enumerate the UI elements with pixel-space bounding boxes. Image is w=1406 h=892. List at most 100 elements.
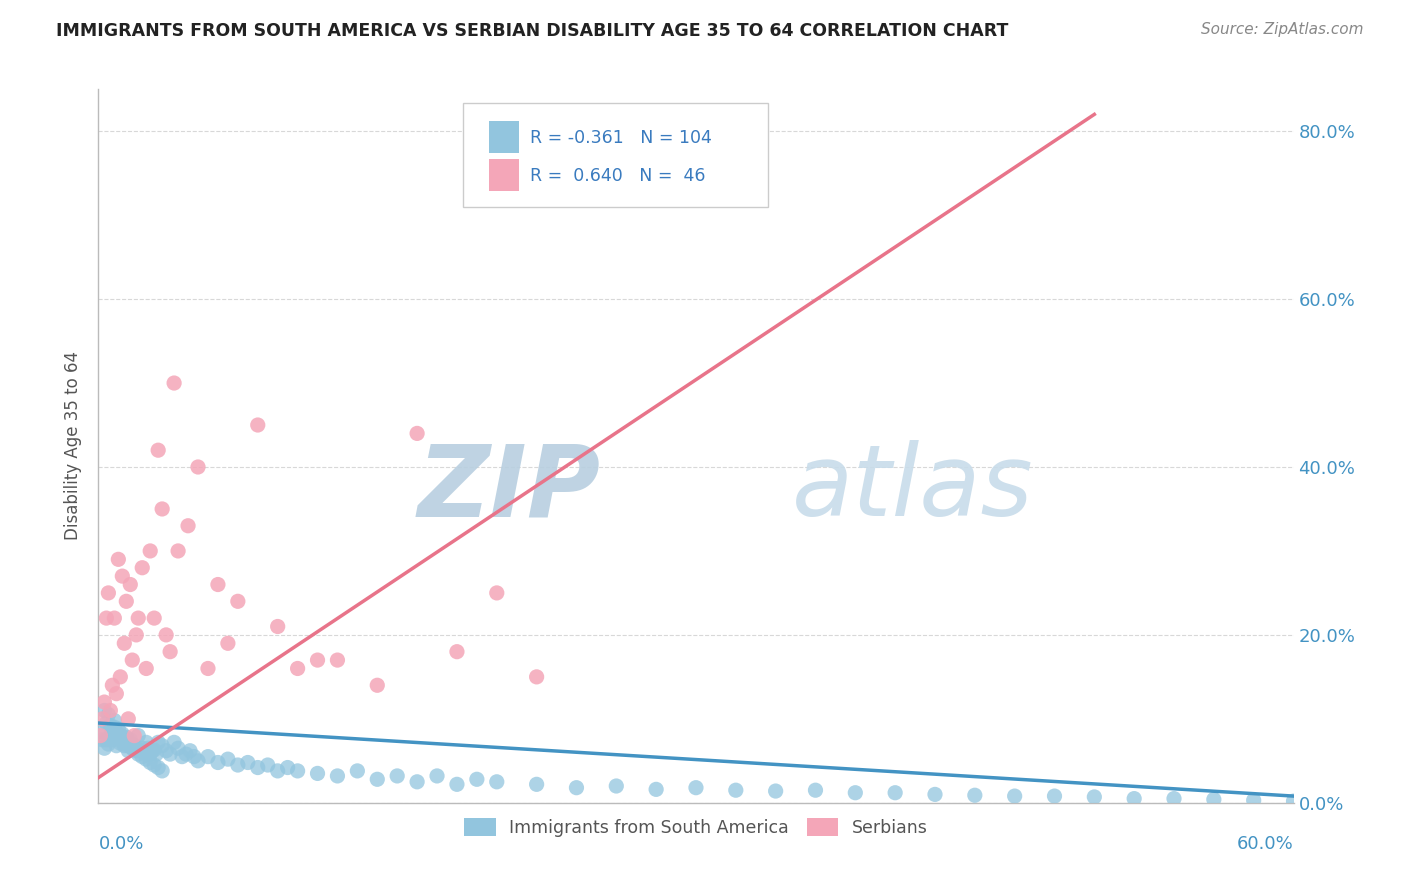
Point bbox=[101, 732, 124, 747]
Point bbox=[167, 544, 190, 558]
Point bbox=[131, 560, 153, 574]
Point bbox=[724, 783, 747, 797]
Point bbox=[115, 594, 138, 608]
Point bbox=[120, 736, 142, 750]
Point bbox=[111, 569, 134, 583]
Point bbox=[226, 758, 249, 772]
Point bbox=[246, 417, 269, 432]
Point bbox=[127, 729, 149, 743]
Point bbox=[183, 749, 205, 764]
Point bbox=[267, 619, 290, 633]
Point bbox=[107, 727, 129, 741]
Point bbox=[124, 739, 146, 753]
Point bbox=[97, 737, 120, 751]
Point bbox=[107, 722, 129, 736]
Point bbox=[98, 703, 122, 717]
Point bbox=[446, 645, 468, 659]
Point bbox=[155, 744, 177, 758]
Point bbox=[131, 749, 153, 764]
Point bbox=[103, 611, 125, 625]
Point bbox=[197, 661, 219, 675]
Point bbox=[89, 729, 111, 743]
Point bbox=[1123, 791, 1146, 805]
Point bbox=[150, 502, 173, 516]
Point bbox=[143, 743, 166, 757]
Point bbox=[207, 756, 229, 770]
Text: 60.0%: 60.0% bbox=[1237, 835, 1294, 853]
Point bbox=[446, 777, 468, 791]
Point bbox=[155, 628, 177, 642]
Point bbox=[110, 736, 132, 750]
FancyBboxPatch shape bbox=[489, 159, 519, 191]
Text: IMMIGRANTS FROM SOUTH AMERICA VS SERBIAN DISABILITY AGE 35 TO 64 CORRELATION CHA: IMMIGRANTS FROM SOUTH AMERICA VS SERBIAN… bbox=[56, 22, 1008, 40]
Point bbox=[93, 703, 115, 717]
Point bbox=[97, 707, 120, 722]
Point bbox=[924, 788, 946, 802]
Point bbox=[765, 784, 787, 798]
Point bbox=[1043, 789, 1066, 803]
Point bbox=[101, 724, 124, 739]
Point bbox=[605, 779, 627, 793]
Point bbox=[187, 460, 209, 475]
Point bbox=[97, 586, 120, 600]
Point bbox=[103, 720, 125, 734]
Point bbox=[163, 735, 186, 749]
Text: R =  0.640   N =  46: R = 0.640 N = 46 bbox=[530, 167, 706, 185]
Point bbox=[236, 756, 259, 770]
Point bbox=[121, 741, 143, 756]
Point bbox=[105, 687, 128, 701]
Point bbox=[115, 734, 138, 748]
Point bbox=[91, 732, 114, 747]
Point bbox=[884, 786, 907, 800]
Point bbox=[145, 747, 167, 761]
Point bbox=[91, 712, 114, 726]
Point bbox=[134, 746, 156, 760]
Point bbox=[163, 376, 186, 390]
Point bbox=[93, 695, 115, 709]
Point bbox=[107, 552, 129, 566]
Point bbox=[526, 670, 548, 684]
Point bbox=[406, 426, 429, 441]
Point bbox=[105, 739, 128, 753]
Point bbox=[112, 636, 135, 650]
Point bbox=[1243, 793, 1265, 807]
Point bbox=[1282, 794, 1305, 808]
Point bbox=[96, 611, 118, 625]
Point bbox=[465, 772, 488, 787]
Point bbox=[93, 741, 115, 756]
Legend: Immigrants from South America, Serbians: Immigrants from South America, Serbians bbox=[457, 812, 935, 844]
Text: ZIP: ZIP bbox=[418, 441, 600, 537]
Point bbox=[346, 764, 368, 778]
Point bbox=[197, 749, 219, 764]
Point bbox=[131, 741, 153, 756]
Point bbox=[1004, 789, 1026, 803]
Point bbox=[385, 769, 409, 783]
Point bbox=[179, 744, 201, 758]
Point bbox=[127, 747, 149, 761]
Point bbox=[307, 653, 329, 667]
Point bbox=[217, 636, 239, 650]
Point bbox=[366, 678, 388, 692]
Point bbox=[125, 743, 148, 757]
Point bbox=[963, 789, 986, 803]
Point bbox=[89, 724, 111, 739]
Point bbox=[267, 764, 290, 778]
Point bbox=[111, 730, 134, 744]
Point bbox=[101, 678, 124, 692]
Text: 0.0%: 0.0% bbox=[98, 835, 143, 853]
Point bbox=[111, 727, 134, 741]
Point bbox=[844, 786, 866, 800]
Point bbox=[217, 752, 239, 766]
Point bbox=[110, 670, 132, 684]
Point bbox=[125, 744, 148, 758]
Point bbox=[135, 661, 157, 675]
Point bbox=[136, 741, 159, 756]
Point bbox=[150, 764, 173, 778]
Point bbox=[1163, 791, 1185, 805]
FancyBboxPatch shape bbox=[463, 103, 768, 207]
FancyBboxPatch shape bbox=[489, 121, 519, 153]
Point bbox=[804, 783, 827, 797]
Point bbox=[96, 716, 118, 731]
Point bbox=[366, 772, 388, 787]
Point bbox=[112, 735, 135, 749]
